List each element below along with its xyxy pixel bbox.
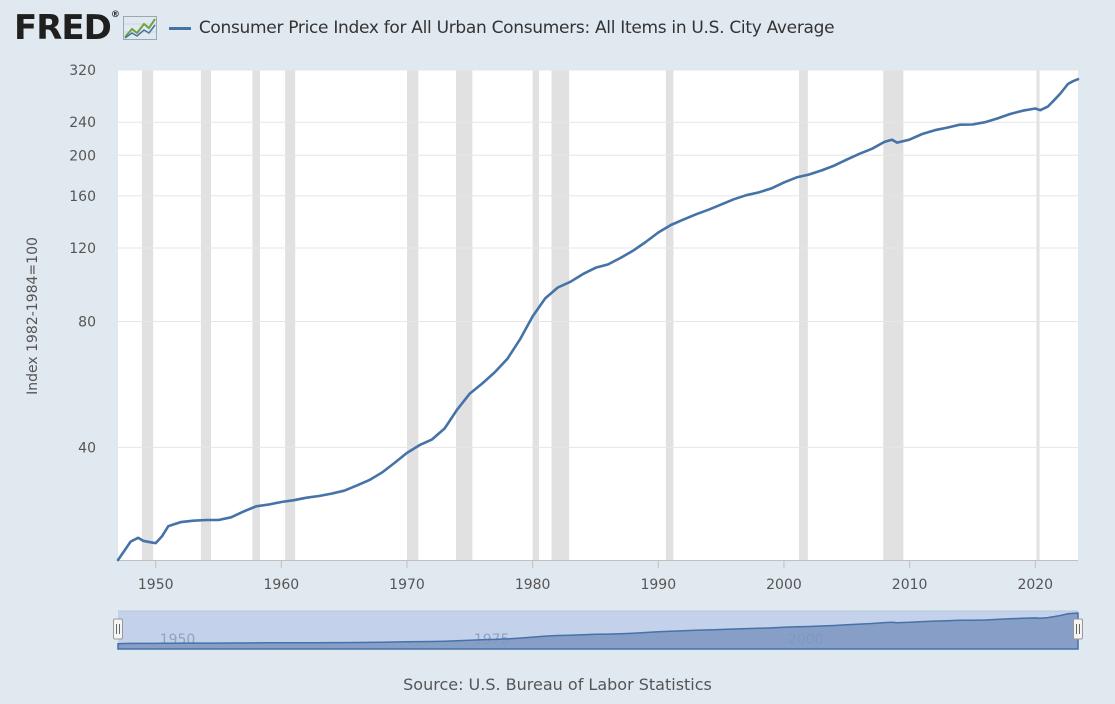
x-tick-label: 1990 <box>640 577 676 593</box>
x-tick-label: 2020 <box>1017 577 1053 593</box>
x-axis-ticks: 1950 1960 1970 1980 1990 2000 2010 2020 <box>118 560 1078 593</box>
registered-mark: ® <box>110 10 120 20</box>
recession-band <box>456 70 473 560</box>
chart-header: FRED® Consumer Price Index for All Urban… <box>14 8 835 48</box>
gridlines <box>118 69 1078 448</box>
recession-band <box>407 70 419 560</box>
navigator-right-handle[interactable] <box>1073 618 1083 640</box>
y-tick-label: 320 <box>69 63 96 79</box>
navigator-left-handle[interactable] <box>113 618 123 640</box>
recession-band <box>532 70 539 560</box>
y-tick-label: 160 <box>69 189 96 205</box>
recession-band <box>665 70 674 560</box>
x-tick-label: 1960 <box>264 577 300 593</box>
recession-band <box>200 70 211 560</box>
recession-band <box>285 70 296 560</box>
recession-bands <box>141 70 1040 560</box>
range-navigator[interactable]: 195019752000 <box>113 610 1083 650</box>
x-tick-label: 1980 <box>515 577 551 593</box>
handle-body[interactable] <box>1073 618 1083 640</box>
plot-area <box>118 70 1078 560</box>
y-tick-label: 40 <box>78 440 96 456</box>
handle-body[interactable] <box>113 618 123 640</box>
source-note: Source: U.S. Bureau of Labor Statistics <box>403 675 712 694</box>
recession-band <box>252 70 260 560</box>
legend-series-title[interactable]: Consumer Price Index for All Urban Consu… <box>198 18 835 38</box>
y-tick-label: 80 <box>78 315 96 331</box>
cpi-series-line[interactable] <box>116 77 1080 562</box>
fred-logo[interactable]: FRED® <box>14 8 120 48</box>
x-tick-label: 2010 <box>892 577 928 593</box>
fred-graph-icon <box>122 16 157 40</box>
y-axis-label: Index 1982-1984=100 <box>25 237 41 395</box>
x-tick-label: 1950 <box>138 577 174 593</box>
navigator-area <box>117 612 1079 650</box>
recession-band <box>1036 70 1040 560</box>
x-tick-label: 1970 <box>389 577 425 593</box>
y-axis-ticks: 40 80 120 160 200 240 320 <box>69 63 96 456</box>
y-tick-label: 120 <box>69 241 96 257</box>
y-tick-label: 200 <box>69 148 96 164</box>
recession-band <box>799 70 808 560</box>
legend-swatch <box>168 26 191 30</box>
recession-band <box>141 70 154 560</box>
y-tick-label: 240 <box>69 115 96 131</box>
x-tick-label: 2000 <box>766 577 802 593</box>
recession-band <box>551 70 570 560</box>
recession-band <box>883 70 904 560</box>
